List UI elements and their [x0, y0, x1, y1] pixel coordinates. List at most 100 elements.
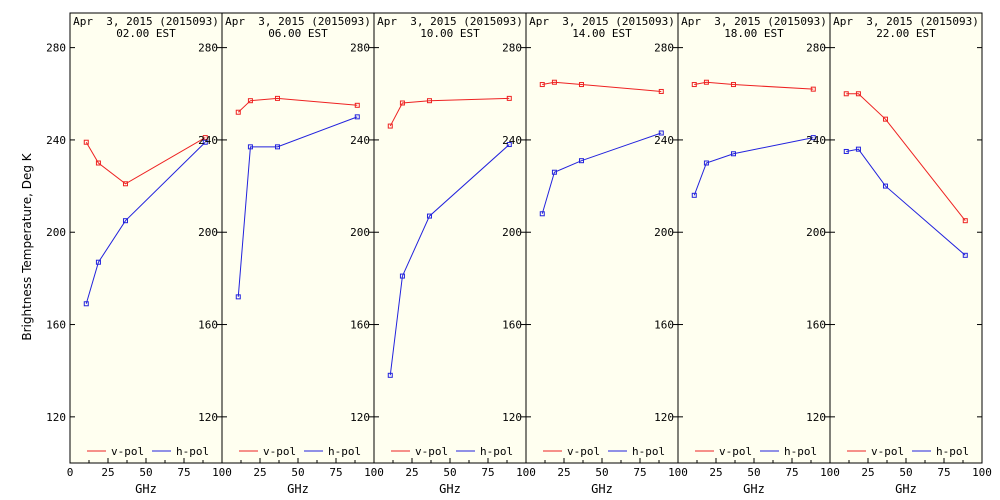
- panel-title: Apr 3, 2015 (2015093): [529, 15, 675, 28]
- y-tick-label: 160: [806, 319, 826, 332]
- panel-subtitle: 02.00 EST: [116, 27, 176, 40]
- v-pol-point: [962, 218, 968, 224]
- y-axis-label: Brightness Temperature, Deg K: [20, 152, 34, 340]
- y-tick-label: 160: [198, 319, 218, 332]
- x-axis-label: GHz: [287, 482, 309, 496]
- legend-h-label: h-pol: [328, 445, 361, 458]
- h-pol-point: [962, 252, 968, 258]
- x-axis-label: GHz: [895, 482, 917, 496]
- v-pol-point: [83, 139, 89, 145]
- panel-subtitle: 10.00 EST: [420, 27, 480, 40]
- v-pol-point: [235, 109, 241, 115]
- v-pol-point: [387, 123, 393, 129]
- v-pol-point: [247, 98, 253, 104]
- legend-h-label: h-pol: [176, 445, 209, 458]
- v-pol-point: [730, 82, 736, 88]
- v-pol-point: [354, 102, 360, 108]
- v-pol-point: [882, 116, 888, 122]
- h-pol-line: [693, 137, 814, 196]
- plot-area: [69, 12, 223, 464]
- panel-subtitle: 06.00 EST: [268, 27, 328, 40]
- x-tick-label: 100: [212, 466, 232, 479]
- plot-area: [221, 12, 375, 464]
- v-pol-point: [274, 95, 280, 101]
- h-pol-point: [83, 301, 89, 307]
- h-pol-point: [843, 148, 849, 154]
- x-tick-label: 100: [516, 466, 536, 479]
- y-tick-label: 120: [46, 411, 66, 424]
- x-tick-label: 100: [972, 466, 992, 479]
- v-pol-point: [539, 82, 545, 88]
- h-pol-point: [578, 158, 584, 164]
- v-pol-point: [506, 95, 512, 101]
- x-tick-label: 50: [595, 466, 608, 479]
- x-tick-label: 25: [861, 466, 874, 479]
- y-tick-label: 280: [806, 42, 826, 55]
- y-tick-label: 160: [654, 319, 674, 332]
- v-pol-line: [694, 81, 814, 90]
- v-pol-point: [95, 160, 101, 166]
- x-tick-label: 75: [633, 466, 646, 479]
- panel-subtitle: 22.00 EST: [876, 27, 936, 40]
- h-pol-point: [95, 259, 101, 265]
- x-axis-label: GHz: [591, 482, 613, 496]
- panel-6: 120 160 200 240 280 25 50 75 100 GHz Apr 3, 2015 (…: [806, 12, 992, 496]
- h-pol-point: [122, 218, 128, 224]
- panel-4: 120 160 200 240 280 25 50 75 100 GHz Apr 3, 2015 (…: [502, 12, 688, 496]
- panel-title: Apr 3, 2015 (2015093): [73, 15, 219, 28]
- legend-v-label: v-pol: [111, 445, 144, 458]
- h-pol-point: [730, 151, 736, 157]
- legend-v-label: v-pol: [871, 445, 904, 458]
- x-axis-label: GHz: [743, 482, 765, 496]
- h-pol-point: [399, 273, 405, 279]
- h-pol-point: [658, 130, 664, 136]
- y-tick-label: 200: [806, 226, 826, 239]
- y-tick-label: 280: [502, 42, 522, 55]
- y-tick-label: 120: [654, 411, 674, 424]
- x-tick-label: 50: [291, 466, 304, 479]
- y-tick-label: 160: [350, 319, 370, 332]
- y-tick-label: 240: [654, 134, 674, 147]
- h-pol-point: [387, 372, 393, 378]
- y-tick-label: 200: [654, 226, 674, 239]
- panel-title: Apr 3, 2015 (2015093): [833, 15, 979, 28]
- y-tick-label: 200: [350, 226, 370, 239]
- x-tick-label: 75: [937, 466, 950, 479]
- v-pol-point: [810, 86, 816, 92]
- legend-h-label: h-pol: [784, 445, 817, 458]
- y-tick-label: 120: [198, 411, 218, 424]
- v-pol-line: [846, 93, 966, 222]
- x-tick-label: 25: [709, 466, 722, 479]
- panel-subtitle: 18.00 EST: [724, 27, 784, 40]
- panel-title: Apr 3, 2015 (2015093): [377, 15, 523, 28]
- y-tick-label: 280: [654, 42, 674, 55]
- panel-3: 120 160 200 240 280 25 50 75 100 GHz Apr 3, 2015 (…: [350, 12, 536, 496]
- y-tick-label: 200: [198, 226, 218, 239]
- legend-h-label: h-pol: [936, 445, 969, 458]
- x-axis-label: GHz: [135, 482, 157, 496]
- x-tick-label: 25: [557, 466, 570, 479]
- x-tick-label: 75: [329, 466, 342, 479]
- x-tick-label: 75: [785, 466, 798, 479]
- x-tick-label: 50: [139, 466, 152, 479]
- h-pol-line: [541, 132, 662, 214]
- h-pol-point: [247, 144, 253, 150]
- v-pol-point: [843, 91, 849, 97]
- v-pol-line: [85, 137, 206, 185]
- y-tick-label: 160: [46, 319, 66, 332]
- x-tick-label: 100: [820, 466, 840, 479]
- legend-v-label: v-pol: [719, 445, 752, 458]
- v-pol-point: [202, 135, 208, 141]
- y-tick-label: 280: [350, 42, 370, 55]
- h-pol-line: [389, 144, 510, 376]
- x-tick-label: 25: [405, 466, 418, 479]
- plot-area: [829, 12, 983, 464]
- y-tick-label: 120: [350, 411, 370, 424]
- y-tick-label: 240: [806, 134, 826, 147]
- h-pol-line: [85, 141, 206, 304]
- h-pol-line: [237, 116, 358, 297]
- panel-5: 120 160 200 240 280 25 50 75 100 GHz Apr 3, 2015 (…: [654, 12, 840, 496]
- panel-subtitle: 14.00 EST: [572, 27, 632, 40]
- y-tick-label: 160: [502, 319, 522, 332]
